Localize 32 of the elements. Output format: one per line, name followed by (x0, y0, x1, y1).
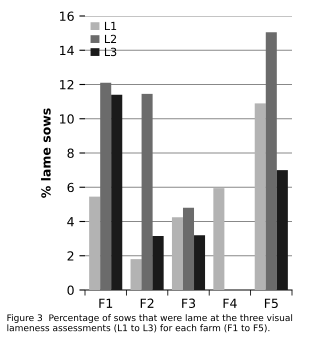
x-tick-label: F3 (182, 298, 196, 308)
bar (111, 94, 122, 290)
bar (142, 94, 153, 290)
bar (89, 196, 100, 290)
y-tick-label: 8 (67, 148, 74, 158)
x-tick-label: F2 (140, 298, 154, 308)
bar (254, 103, 266, 290)
caption: Figure 3 Percentage of sows that were lame at the three visual lameness assessments (L1 to L3) for each farm (F1 to F5). (7, 314, 292, 332)
bar (172, 217, 183, 290)
y-tick-label: 12 (60, 80, 74, 90)
bar (152, 236, 164, 290)
bar (130, 259, 142, 290)
x-tick-label: F5 (264, 298, 278, 308)
legend-label: L3 (104, 48, 116, 56)
y-tick-label: 10 (60, 114, 74, 124)
x-tick-label: F1 (99, 298, 112, 308)
bar (182, 208, 194, 290)
y-tick-label: 2 (68, 251, 74, 260)
bar (194, 235, 206, 290)
y-tick-label: 0 (67, 285, 74, 295)
bar (100, 82, 112, 290)
x-tick-label: F4 (224, 298, 237, 308)
y-tick-label: 16 (60, 11, 74, 21)
y-tick-label: 14 (60, 46, 74, 55)
y-axis-title: % lame sows (41, 108, 51, 198)
legend-label: L2 (104, 34, 116, 43)
y-tick-label: 4 (67, 217, 74, 226)
bar (213, 188, 224, 290)
legend-label: L1 (104, 22, 116, 30)
bar (266, 32, 277, 290)
bar (276, 170, 288, 290)
y-tick-label: 6 (68, 182, 74, 192)
